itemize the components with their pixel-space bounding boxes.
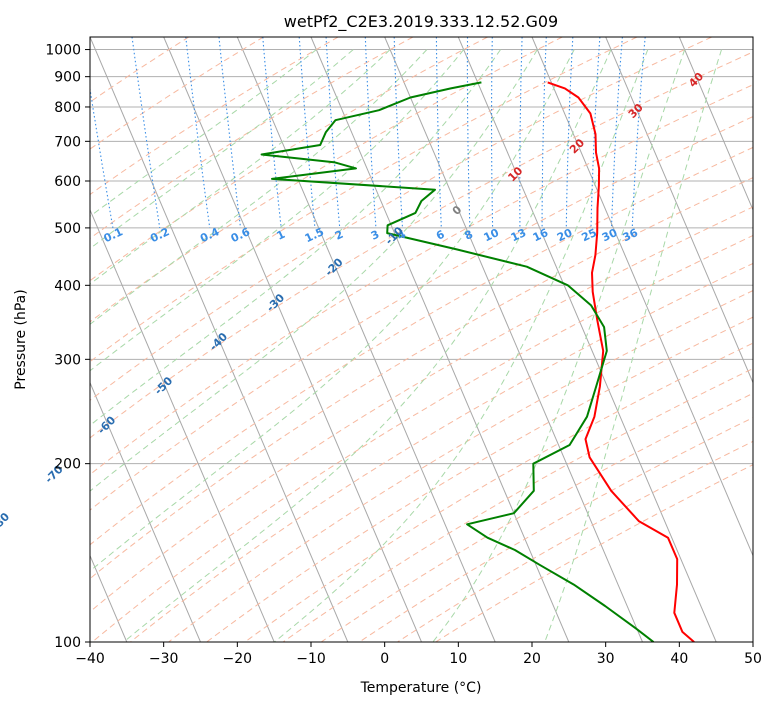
y-tick-label: 200 [54, 457, 81, 473]
x-tick-label: 50 [744, 651, 762, 667]
x-tick-label: 30 [597, 651, 615, 667]
y-tick-label: 600 [54, 174, 81, 190]
y-tick-label: 700 [54, 134, 81, 150]
x-tick-label: 0 [380, 651, 389, 667]
y-tick-label: 400 [54, 278, 81, 294]
x-tick-label: −20 [223, 651, 253, 667]
y-tick-label: 1000 [45, 43, 81, 59]
x-tick-label: 40 [670, 651, 688, 667]
y-axis-title: Pressure (hPa) [13, 289, 29, 389]
y-tick-label: 900 [54, 70, 81, 86]
x-tick-label: −10 [296, 651, 326, 667]
x-tick-label: −40 [75, 651, 105, 667]
y-tick-label: 300 [54, 352, 81, 368]
y-tick-label: 800 [54, 100, 81, 116]
y-tick-label: 100 [54, 635, 81, 651]
x-tick-label: 20 [523, 651, 541, 667]
chart-title: wetPf2_C2E3.2019.333.12.52.G09 [284, 12, 558, 32]
x-tick-label: −30 [149, 651, 179, 667]
y-tick-label: 500 [54, 221, 81, 237]
x-axis-title: Temperature (°C) [360, 680, 482, 696]
x-tick-label: 10 [449, 651, 467, 667]
